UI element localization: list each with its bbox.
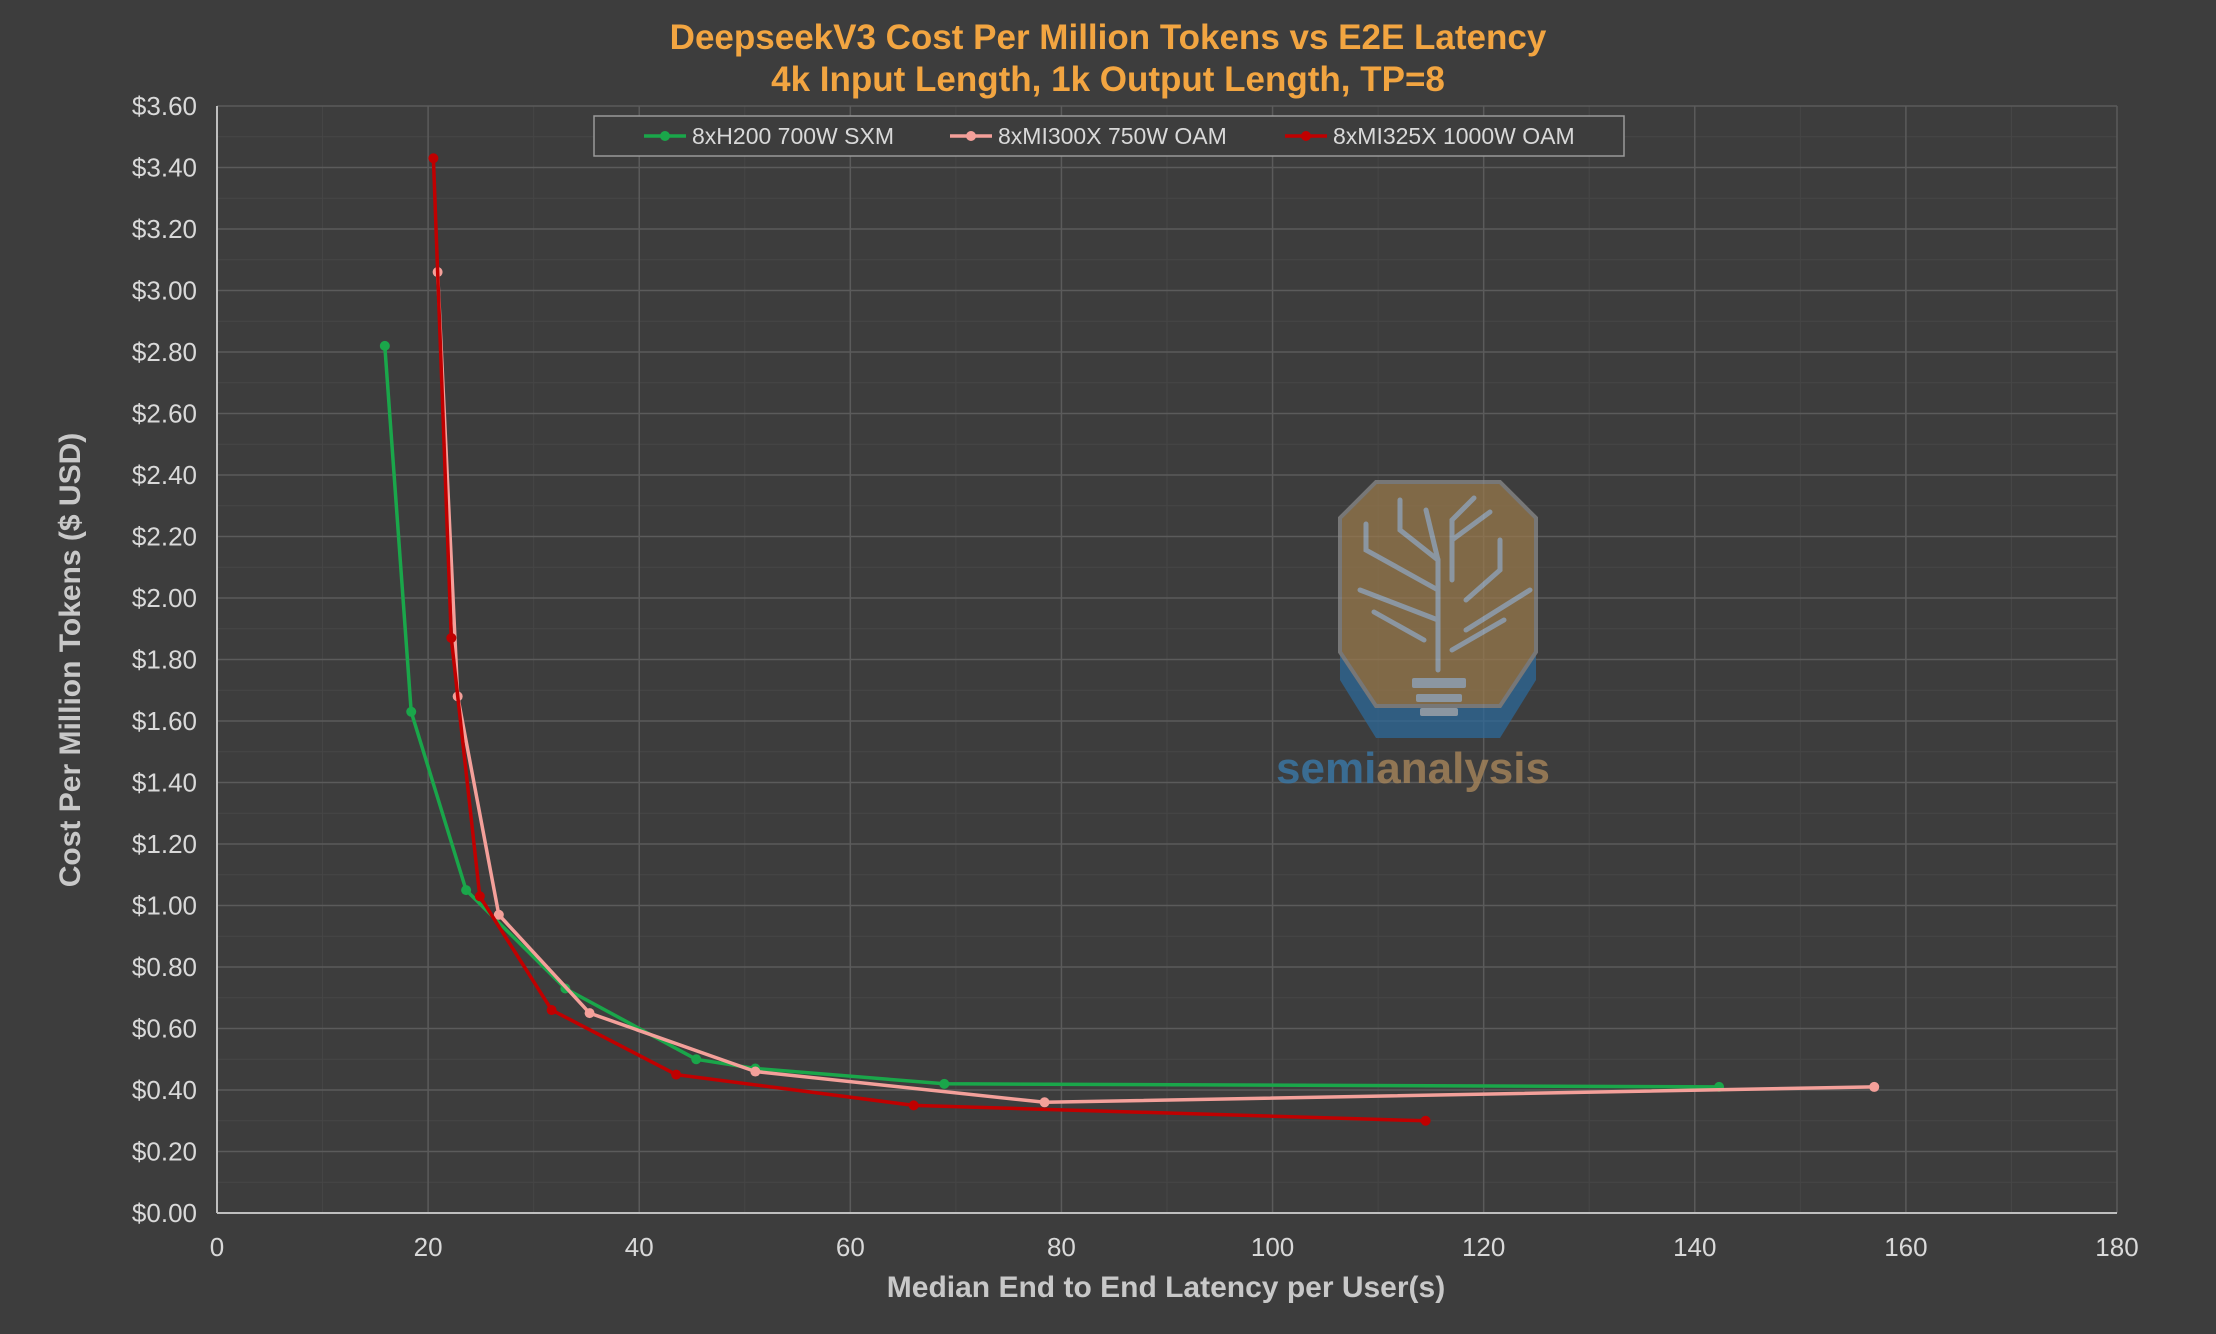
gridlines xyxy=(216,105,2118,1214)
data-point xyxy=(908,1100,919,1111)
x-axis-label: Median End to End Latency per User(s) xyxy=(887,1271,1445,1304)
legend-box xyxy=(593,115,1625,157)
x-tick-label: 180 xyxy=(2095,1232,2138,1262)
x-tick-label: 60 xyxy=(836,1232,865,1262)
y-tick-label: $1.60 xyxy=(132,706,197,736)
chart-title: DeepseekV3 Cost Per Million Tokens vs E2… xyxy=(670,18,1547,57)
y-tick-label: $3.00 xyxy=(132,276,197,306)
x-tick-label: 80 xyxy=(1047,1232,1076,1262)
legend-label: 8xH200 700W SXM xyxy=(692,123,894,149)
data-point xyxy=(446,632,457,643)
data-point xyxy=(939,1078,950,1089)
chart-subtitle: 4k Input Length, 1k Output Length, TP=8 xyxy=(771,60,1445,99)
x-tick-label: 40 xyxy=(625,1232,654,1262)
data-point xyxy=(1420,1115,1431,1126)
legend-entry-3: 8xMI325X 1000W OAM xyxy=(1285,123,1575,149)
data-point xyxy=(461,885,472,896)
x-tick-label: 140 xyxy=(1673,1232,1716,1262)
legend-entry-2: 8xMI300X 750W OAM xyxy=(950,123,1227,149)
data-point xyxy=(750,1066,761,1077)
y-tick-label: $0.80 xyxy=(132,952,197,982)
y-tick-label: $1.80 xyxy=(132,645,197,675)
x-tick-label: 20 xyxy=(414,1232,443,1262)
y-tick-label: $1.20 xyxy=(132,829,197,859)
y-tick-label: $1.40 xyxy=(132,768,197,798)
data-point xyxy=(406,706,417,717)
x-tick-label: 0 xyxy=(210,1232,224,1262)
y-tick-label: $0.00 xyxy=(132,1198,197,1228)
legend-marker xyxy=(966,131,976,141)
legend-marker xyxy=(660,131,670,141)
data-point xyxy=(671,1069,682,1080)
y-tick-label: $2.00 xyxy=(132,583,197,613)
y-tick-label: $3.60 xyxy=(132,91,197,121)
data-point xyxy=(493,909,504,920)
y-tick-label: $3.20 xyxy=(132,214,197,244)
series-line xyxy=(383,345,1720,1089)
data-point xyxy=(379,340,390,351)
data-point xyxy=(1869,1081,1880,1092)
y-tick-label: $3.40 xyxy=(132,153,197,183)
x-tick-labels: 0 20 40 60 80 100 120 140 160 180 xyxy=(210,1232,2139,1262)
y-tick-label: $1.00 xyxy=(132,891,197,921)
y-tick-label: $2.20 xyxy=(132,522,197,552)
data-point xyxy=(474,891,485,902)
watermark-text-analysis: analysis xyxy=(1376,744,1550,793)
y-tick-label: $0.60 xyxy=(132,1014,197,1044)
y-tick-labels: $0.00 $0.20 $0.40 $0.60 $0.80 $1.00 $1.20 $1.40… xyxy=(132,91,197,1228)
y-tick-label: $2.40 xyxy=(132,460,197,490)
y-axis-label: Cost Per Million Tokens ($ USD) xyxy=(54,433,87,888)
y-tick-label: $2.60 xyxy=(132,399,197,429)
data-point xyxy=(691,1054,702,1065)
series-layer xyxy=(379,153,1880,1126)
series-3 xyxy=(428,153,1431,1126)
y-tick-label: $2.80 xyxy=(132,337,197,367)
x-tick-label: 160 xyxy=(1884,1232,1927,1262)
x-tick-label: 120 xyxy=(1462,1232,1505,1262)
watermark-text: semianalysis xyxy=(1276,744,1550,793)
data-point xyxy=(546,1005,557,1016)
watermark-text-semi: semi xyxy=(1276,744,1376,793)
data-point xyxy=(584,1008,595,1019)
semianalysis-logo xyxy=(1338,480,1538,738)
data-point xyxy=(1039,1097,1050,1108)
legend-label: 8xMI300X 750W OAM xyxy=(998,123,1227,149)
x-tick-label: 100 xyxy=(1251,1232,1294,1262)
legend-label: 8xMI325X 1000W OAM xyxy=(1333,123,1575,149)
y-tick-label: $0.40 xyxy=(132,1075,197,1105)
data-point xyxy=(428,153,439,164)
legend-entry-1: 8xH200 700W SXM xyxy=(644,123,894,149)
legend: 8xH200 700W SXM 8xMI300X 750W OAM 8xMI325X… xyxy=(593,115,1625,157)
axes xyxy=(216,106,2117,1214)
legend-marker xyxy=(1301,131,1311,141)
y-tick-label: $0.20 xyxy=(132,1137,197,1167)
